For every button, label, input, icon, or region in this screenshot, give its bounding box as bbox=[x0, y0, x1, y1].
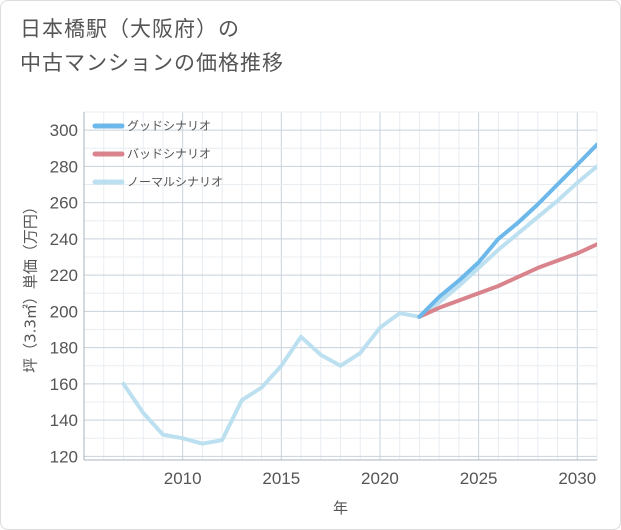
legend-label-2: ノーマルシナリオ bbox=[127, 175, 223, 189]
chart-title: 日本橋駅（大阪府）の 中古マンションの価格推移 bbox=[20, 12, 284, 80]
y-tick-label: 240 bbox=[50, 230, 78, 249]
legend-label-0: グッドシナリオ bbox=[127, 119, 211, 133]
x-tick-label: 2030 bbox=[558, 469, 596, 488]
legend-label-1: バッドシナリオ bbox=[127, 147, 211, 161]
y-tick-label: 300 bbox=[50, 121, 78, 140]
y-tick-label: 160 bbox=[50, 375, 78, 394]
series-line-2 bbox=[121, 164, 597, 446]
x-tick-label: 2020 bbox=[361, 469, 399, 488]
y-tick-label: 220 bbox=[50, 266, 78, 285]
grid bbox=[83, 111, 598, 460]
series-line-0 bbox=[417, 142, 597, 319]
x-axis-title: 年 bbox=[333, 499, 348, 517]
x-tick-label: 2015 bbox=[262, 469, 300, 488]
y-axis-title: 坪（3.3㎡）単価（万円） bbox=[22, 199, 40, 373]
series-line-1 bbox=[417, 242, 597, 319]
axes: 120 140 160 180 200 220 240 260 280 300 2010 2015 20… bbox=[50, 112, 597, 488]
x-tick-label: 2025 bbox=[460, 469, 498, 488]
chart-title-line-2: 中古マンションの価格推移 bbox=[20, 51, 284, 75]
y-tick-label: 200 bbox=[50, 302, 78, 321]
y-tick-label: 140 bbox=[50, 411, 78, 430]
y-tick-label: 280 bbox=[50, 157, 78, 176]
series-layer bbox=[121, 142, 597, 446]
x-tick-label: 2010 bbox=[164, 469, 202, 488]
y-tick-label: 120 bbox=[50, 447, 78, 466]
y-tick-label: 180 bbox=[50, 339, 78, 358]
y-tick-label: 260 bbox=[50, 194, 78, 213]
chart-title-line-1: 日本橋駅（大阪府）の bbox=[20, 17, 240, 41]
